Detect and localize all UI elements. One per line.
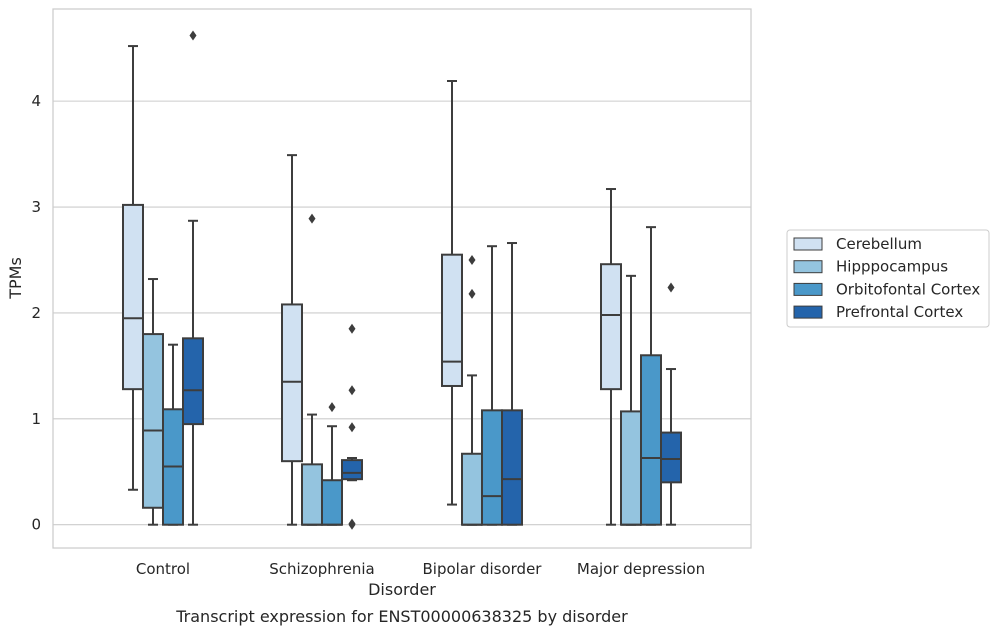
legend: Cerebellum Hipppocampus Orbitofontal Corte… — [786, 229, 990, 328]
box — [461, 452, 483, 526]
box — [501, 409, 523, 526]
outlier-point — [667, 282, 675, 293]
legend-swatch — [793, 282, 823, 296]
box-plot — [660, 282, 682, 526]
x-tick-label: Major depression — [577, 560, 705, 578]
chart-title: Transcript expression for ENST0000063832… — [175, 607, 628, 626]
box-plots — [122, 30, 682, 530]
x-tick-label: Bipolar disorder — [423, 560, 543, 578]
box — [341, 459, 363, 481]
box-plot — [481, 245, 503, 526]
outlier-point — [328, 402, 336, 413]
box — [281, 303, 303, 463]
outlier-point — [189, 30, 197, 41]
box-plot — [461, 254, 483, 526]
legend-entry-label: Orbitofontal Cortex — [836, 280, 980, 298]
box-plot — [640, 226, 662, 526]
box — [600, 263, 622, 391]
box-plot — [301, 213, 323, 526]
y-axis-ticks: 0 1 2 3 4 — [31, 92, 41, 534]
x-axis-ticks: Control Schizophrenia Bipolar disorder Majo… — [136, 560, 705, 578]
box-plot — [162, 343, 184, 526]
box-plot — [441, 80, 463, 506]
legend-swatch — [793, 260, 823, 274]
box-plot — [122, 45, 144, 491]
y-tick-label: 3 — [31, 198, 41, 216]
box — [660, 431, 682, 484]
box-plot — [341, 323, 363, 530]
legend-swatch — [793, 305, 823, 319]
outlier-point — [468, 254, 476, 265]
box — [481, 409, 503, 526]
plot-area-frame — [52, 8, 752, 549]
outlier-point — [348, 323, 356, 334]
box-plot — [501, 242, 523, 526]
legend-entry-label: Hipppocampus — [836, 258, 948, 276]
x-tick-label: Control — [136, 560, 190, 578]
y-tick-label: 2 — [31, 304, 41, 322]
x-axis-label: Disorder — [368, 580, 436, 599]
outlier-point — [348, 385, 356, 396]
y-axis-label: TPMs — [6, 257, 25, 300]
box — [182, 337, 204, 426]
box-plot — [142, 278, 164, 526]
box — [640, 354, 662, 526]
box-plot — [620, 274, 642, 526]
box-plot — [281, 154, 303, 526]
box — [620, 410, 642, 526]
outlier-point — [308, 213, 316, 224]
legend-swatch — [793, 237, 823, 251]
box — [321, 479, 343, 526]
outlier-point — [468, 288, 476, 299]
outlier-point — [348, 518, 356, 529]
legend-entry-label: Cerebellum — [836, 235, 922, 253]
box — [441, 253, 463, 387]
y-tick-label: 1 — [31, 410, 41, 428]
x-tick-label: Schizophrenia — [269, 560, 374, 578]
box — [301, 463, 323, 526]
y-tick-label: 4 — [31, 92, 41, 110]
box-plot — [600, 188, 622, 526]
legend-entry-label: Prefrontal Cortex — [836, 303, 963, 321]
legend-frame — [786, 229, 990, 328]
y-tick-label: 0 — [31, 516, 41, 534]
box-plot — [182, 30, 204, 526]
box — [122, 203, 144, 391]
box-plot — [321, 402, 343, 526]
outlier-point — [348, 422, 356, 433]
box — [142, 333, 164, 509]
